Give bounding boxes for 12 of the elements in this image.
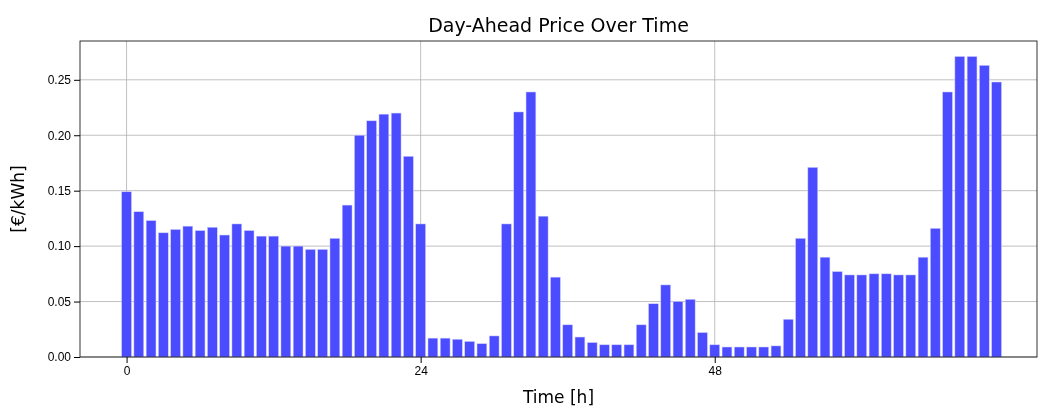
- x-axis-title: Time [h]: [521, 387, 595, 407]
- y-axis-title: [€/kWh]: [8, 165, 28, 233]
- y-tick-label: 0.20: [47, 128, 72, 143]
- y-tick-label: 0.00: [47, 350, 72, 365]
- x-tick-label: 0: [123, 363, 131, 378]
- x-tick-label: 24: [414, 363, 429, 378]
- x-tick-label: 48: [708, 363, 723, 378]
- y-tick-label: 0.15: [47, 184, 72, 199]
- y-tick-label: 0.05: [47, 294, 72, 309]
- y-tick-label: 0.10: [47, 239, 72, 254]
- chart-title: Day-Ahead Price Over Time: [428, 14, 689, 36]
- y-tick-label: 0.25: [47, 73, 72, 88]
